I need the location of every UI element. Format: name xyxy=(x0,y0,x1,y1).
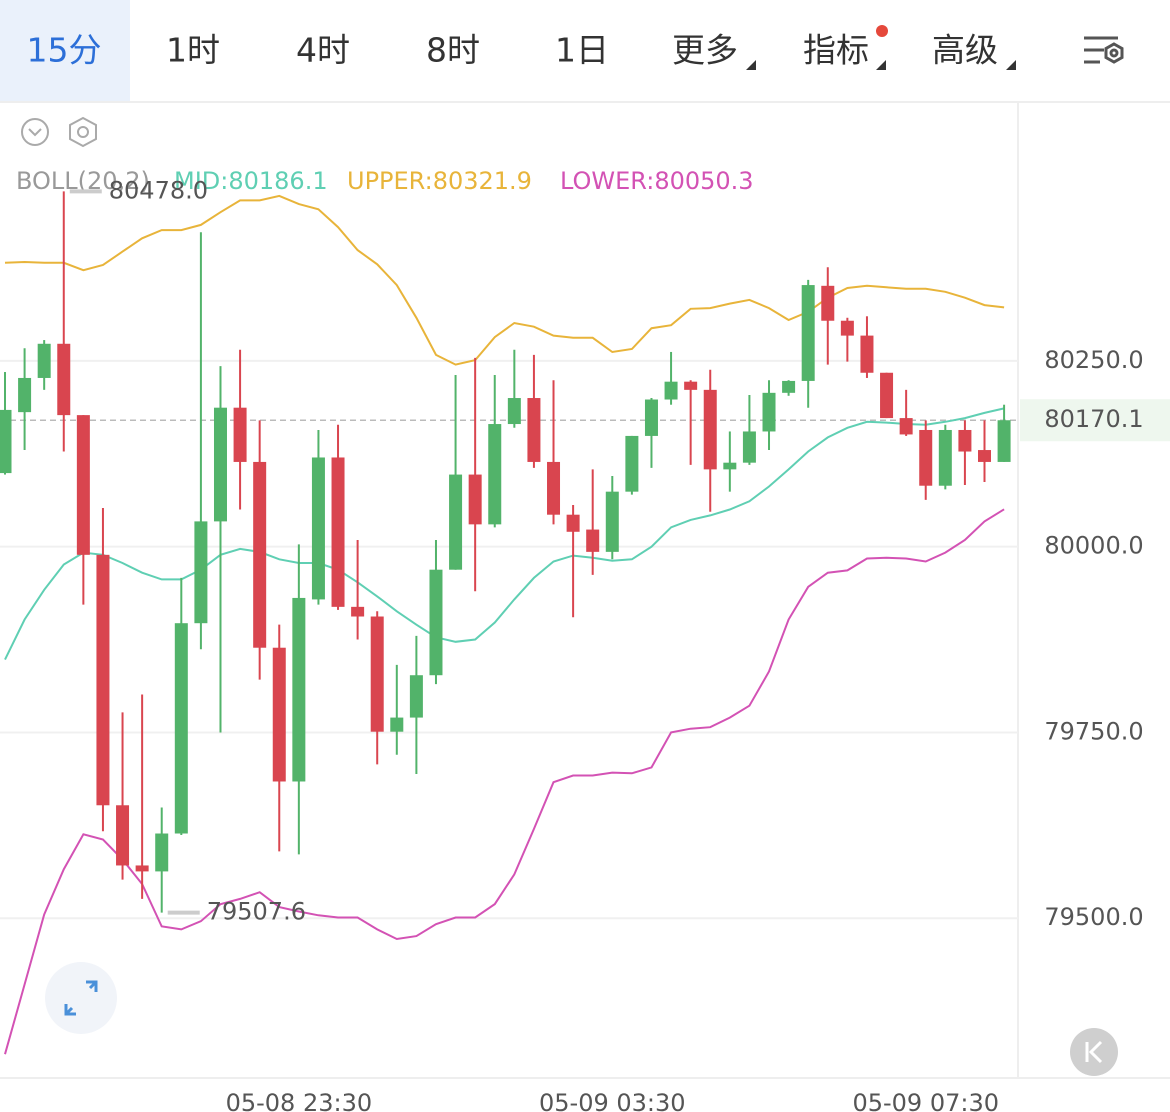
candle-body xyxy=(449,474,463,570)
last-price-label: 80170.1 xyxy=(1044,405,1143,433)
y-tick-label: 80000.0 xyxy=(1044,532,1143,560)
last-price-bg xyxy=(1020,399,1170,442)
candle-body xyxy=(0,409,12,474)
candle-body xyxy=(684,381,698,390)
candle-body xyxy=(57,343,71,416)
candle-body xyxy=(311,457,325,600)
candle-body xyxy=(840,320,854,336)
tab[interactable]: 8时 xyxy=(426,31,480,70)
candle-body xyxy=(488,424,502,525)
candle-body xyxy=(194,521,208,624)
scroll-latest-button[interactable] xyxy=(1070,1028,1118,1076)
collapse-icon[interactable] xyxy=(21,118,49,146)
candle-body xyxy=(860,335,874,373)
tab[interactable]: 1日 xyxy=(555,31,609,70)
candle-body xyxy=(625,435,639,492)
band-line xyxy=(4,194,1005,366)
candle-body xyxy=(664,381,678,400)
tab[interactable]: 指标 xyxy=(803,31,869,70)
candle-body xyxy=(37,343,51,378)
candle-body xyxy=(331,457,345,607)
toolbar xyxy=(0,0,1170,102)
candle-body xyxy=(586,529,600,552)
candle-body xyxy=(919,429,933,486)
candle-body xyxy=(997,420,1011,462)
legend-entry: LOWER:80050.3 xyxy=(560,167,754,195)
candle-body xyxy=(272,647,286,782)
candle-body xyxy=(370,616,384,732)
candle-body xyxy=(292,597,306,782)
notification-dot xyxy=(876,25,888,37)
candle-body xyxy=(547,461,561,515)
x-tick-label: 05-08 23:30 xyxy=(226,1089,373,1112)
candle-body xyxy=(253,461,267,648)
candle-body xyxy=(742,431,756,463)
candle-body xyxy=(644,399,658,436)
candle-body xyxy=(155,833,169,872)
candle-body xyxy=(507,398,521,425)
candle-body xyxy=(351,606,365,617)
candle-body xyxy=(723,462,737,470)
candle-body xyxy=(880,372,894,419)
legend-entry: MID:80186.1 xyxy=(174,167,328,195)
dropdown-arrow xyxy=(746,60,756,70)
fullscreen-button[interactable] xyxy=(45,962,117,1034)
candle-body xyxy=(18,377,32,413)
candle-body xyxy=(213,407,227,522)
candle-body xyxy=(96,554,110,806)
candle-body xyxy=(390,717,404,732)
candle-body xyxy=(174,623,188,834)
y-tick-label: 79500.0 xyxy=(1044,903,1143,931)
candle-body xyxy=(135,865,149,872)
candle-body xyxy=(116,805,130,866)
legend-entry: UPPER:80321.9 xyxy=(347,167,532,195)
candle-body xyxy=(703,389,717,470)
tab[interactable]: 1时 xyxy=(166,31,220,70)
tab[interactable]: 高级 xyxy=(932,31,998,70)
tab[interactable]: 更多 xyxy=(672,31,738,70)
x-tick-label: 05-09 03:30 xyxy=(539,1089,686,1112)
candle-body xyxy=(409,675,423,718)
candle-body xyxy=(958,429,972,452)
tab[interactable]: 15分 xyxy=(27,31,102,70)
candle-body xyxy=(605,491,619,552)
candle-body xyxy=(782,380,796,393)
candle-body xyxy=(566,514,580,532)
candle-body xyxy=(527,398,541,462)
annotation-label: 80478.0 xyxy=(109,176,208,204)
tab[interactable]: 4时 xyxy=(296,31,350,70)
gear-icon[interactable] xyxy=(69,116,97,148)
band-line xyxy=(4,508,1005,1055)
candle-body xyxy=(801,285,815,381)
y-tick-label: 80250.0 xyxy=(1044,346,1143,374)
settings-icon[interactable] xyxy=(1084,36,1124,64)
candle-body xyxy=(76,415,90,555)
candle-body xyxy=(821,285,835,321)
candle-body xyxy=(978,450,991,462)
band-line xyxy=(4,407,1005,661)
dropdown-arrow xyxy=(876,60,886,70)
dropdown-arrow xyxy=(1006,60,1016,70)
candle-body xyxy=(468,474,482,525)
candle-body xyxy=(233,407,247,462)
candle-body xyxy=(938,429,952,486)
candle-body xyxy=(429,569,443,676)
x-tick-label: 05-09 07:30 xyxy=(852,1089,999,1112)
candle-body xyxy=(899,418,913,435)
active-tab-bg xyxy=(0,0,130,102)
candle-body xyxy=(762,392,776,432)
annotation-label: 79507.6 xyxy=(207,898,306,926)
y-tick-label: 79750.0 xyxy=(1044,717,1143,745)
